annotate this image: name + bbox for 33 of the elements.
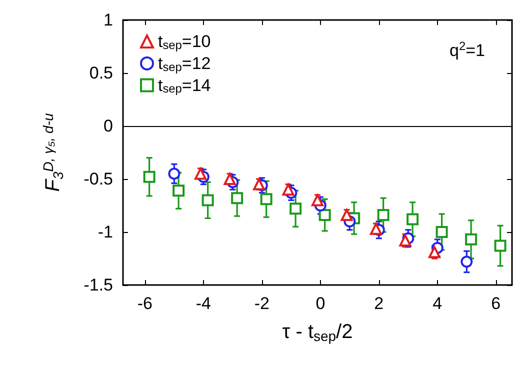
point	[260, 193, 272, 206]
x-tick-label: -4	[196, 294, 211, 313]
point	[318, 209, 331, 222]
point	[370, 222, 382, 235]
point	[406, 213, 419, 226]
point	[253, 178, 266, 190]
point	[494, 240, 506, 252]
y-axis-title: F3D, γ₅, d-u	[40, 113, 66, 192]
x-tick-label: -2	[254, 294, 270, 313]
y-tick-label: -0.5	[84, 170, 113, 188]
y-tick-label: 0.5	[89, 64, 113, 82]
point	[465, 233, 478, 246]
point	[460, 256, 473, 268]
point	[231, 192, 244, 204]
point	[194, 168, 207, 180]
point	[143, 170, 156, 183]
point	[428, 246, 440, 258]
point	[202, 194, 214, 206]
x-tick-label: 4	[432, 294, 442, 313]
point	[377, 209, 390, 222]
x-tick-label: 0	[316, 294, 326, 313]
x-tick-label: 2	[374, 294, 384, 313]
point	[168, 168, 180, 180]
y-tick-label: -1.5	[84, 276, 113, 294]
point	[290, 202, 302, 215]
point	[172, 184, 185, 197]
point	[436, 226, 448, 238]
y-tick-label: -1	[98, 222, 113, 242]
x-tick-label: -6	[137, 294, 152, 313]
x-tick-label: 6	[491, 294, 501, 313]
y-tick-label: 0	[104, 116, 113, 136]
y-tick-label: 1	[104, 10, 113, 30]
point	[312, 194, 324, 206]
